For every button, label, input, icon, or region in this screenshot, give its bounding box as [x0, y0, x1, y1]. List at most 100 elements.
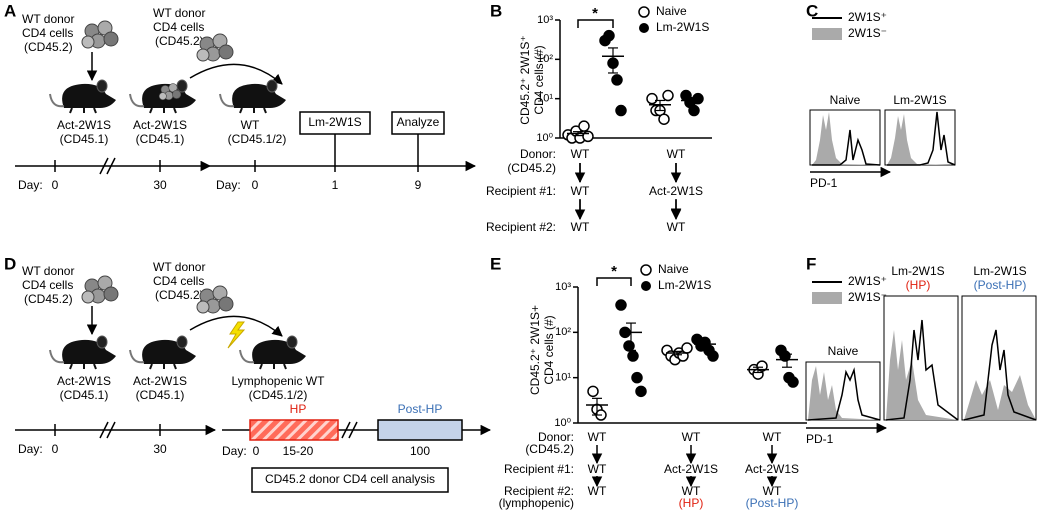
label: WT	[571, 220, 590, 234]
label: CD45.2 donor CD4 cell analysis	[265, 472, 435, 486]
label: WT	[682, 430, 701, 444]
label: Day:	[216, 178, 241, 192]
data-point	[688, 104, 700, 117]
x-axis-label: PD-1	[810, 176, 838, 190]
label: (Post-HP)	[746, 496, 799, 510]
label: Act-2W1S	[133, 374, 187, 388]
row-label: Donor:	[520, 147, 556, 161]
hp-phase	[249, 419, 339, 441]
row-label: (CD45.2)	[507, 161, 556, 175]
label: Act-2W1S	[664, 462, 718, 476]
y-axis-label: CD45.2⁺ 2W1S+	[528, 305, 542, 395]
box	[391, 111, 445, 135]
panel-b: B CD45.2⁺ 2W1S⁺ CD4 cells (#) Naive Lm-2…	[486, 1, 709, 234]
row-label: Donor:	[538, 430, 574, 444]
histogram-title: Lm-2W1S	[893, 93, 946, 107]
label: 9	[415, 178, 422, 192]
label: WT	[763, 484, 782, 498]
post-hp-phase	[377, 419, 463, 441]
data-point	[681, 342, 693, 354]
histogram-fill	[812, 112, 880, 165]
histogram-title: (Post-HP)	[974, 278, 1027, 292]
y-axis-label: CD4 cells (#)	[542, 315, 556, 384]
label: 0	[253, 444, 260, 458]
histogram-title: Lm-2W1S	[973, 264, 1026, 278]
label: CD4 cells	[22, 26, 73, 40]
analysis-box	[251, 467, 449, 493]
histogram-line	[963, 329, 1037, 421]
label: CD4 cells	[153, 20, 204, 34]
label: 15-20	[283, 444, 314, 458]
label: Act-2W1S	[745, 462, 799, 476]
label: 100	[410, 444, 430, 458]
break	[99, 157, 116, 175]
data-point	[587, 385, 599, 398]
label: CD4 cells	[153, 274, 204, 288]
significance: *	[611, 263, 617, 280]
label: WT donor	[153, 6, 205, 20]
label: 0	[52, 442, 59, 456]
row-label: (CD45.2)	[525, 442, 574, 456]
y-tick-label: 10¹	[537, 93, 553, 105]
lightning	[227, 321, 246, 349]
label: Act-2W1S	[133, 118, 187, 132]
label: WT	[667, 220, 686, 234]
histogram-title: (HP)	[906, 278, 931, 292]
label: Day:	[222, 444, 247, 458]
y-axis-label: CD4 cells (#)	[532, 45, 546, 114]
y-axis-label: CD45.2⁺ 2W1S⁺	[518, 35, 532, 124]
label: (CD45.1)	[136, 388, 185, 402]
mouse	[129, 335, 197, 370]
label: WT	[763, 430, 782, 444]
legend-marker	[638, 6, 650, 18]
data-point	[623, 340, 635, 352]
significance: *	[592, 5, 598, 22]
data-point	[635, 385, 647, 398]
label: WT donor	[22, 264, 74, 278]
break	[341, 421, 358, 439]
label: WT donor	[22, 12, 74, 26]
label: 30	[153, 442, 167, 456]
label: Act-2W1S	[649, 184, 703, 198]
label: WT	[241, 118, 260, 132]
arrow	[189, 63, 283, 85]
label: Act-2W1S	[57, 118, 111, 132]
y-tick-label: 10³	[537, 14, 553, 26]
break	[99, 421, 116, 439]
y-tick-label: 10⁰	[536, 132, 553, 144]
histogram-fill	[808, 366, 880, 420]
panel-c: C 2W1S⁺ 2W1S⁻ Naive Lm-2W1S PD-1	[806, 1, 956, 190]
label: (CD45.1)	[60, 388, 109, 402]
panel-letter: F	[806, 254, 816, 273]
panel-letter: D	[4, 254, 16, 273]
panel-f: F 2W1S⁺ 2W1S⁻ Naive Lm-2W1S (HP) Lm-2W1S…	[805, 254, 1037, 446]
legend-label: Naive	[656, 4, 687, 18]
label: WT	[588, 462, 607, 476]
histogram-title: Lm-2W1S	[891, 264, 944, 278]
data-point	[603, 29, 615, 42]
label: Day:	[18, 178, 43, 192]
label: (CD45.2)	[24, 40, 73, 54]
mouse	[49, 335, 118, 370]
y-tick-label: 10²	[537, 53, 553, 65]
box	[299, 111, 371, 135]
row-label: Recipient #2:	[486, 220, 556, 234]
data-point	[631, 371, 643, 384]
label: (HP)	[679, 496, 704, 510]
legend-label: 2W1S⁻	[848, 290, 887, 304]
data-point	[707, 350, 719, 362]
legend-marker	[639, 23, 649, 33]
label: 1	[332, 178, 339, 192]
panel-letter: C	[806, 1, 818, 20]
label: Day:	[18, 442, 43, 456]
significance-bracket	[577, 19, 614, 28]
legend-label: 2W1S⁺	[848, 274, 887, 288]
label: WT	[667, 147, 686, 161]
data-point	[615, 299, 627, 311]
mouse	[49, 79, 118, 114]
histogram-title: Naive	[830, 93, 861, 107]
label: WT donor	[153, 260, 205, 274]
data-point	[615, 104, 627, 117]
label: WT	[571, 184, 590, 198]
phase-label: Post-HP	[398, 402, 443, 416]
